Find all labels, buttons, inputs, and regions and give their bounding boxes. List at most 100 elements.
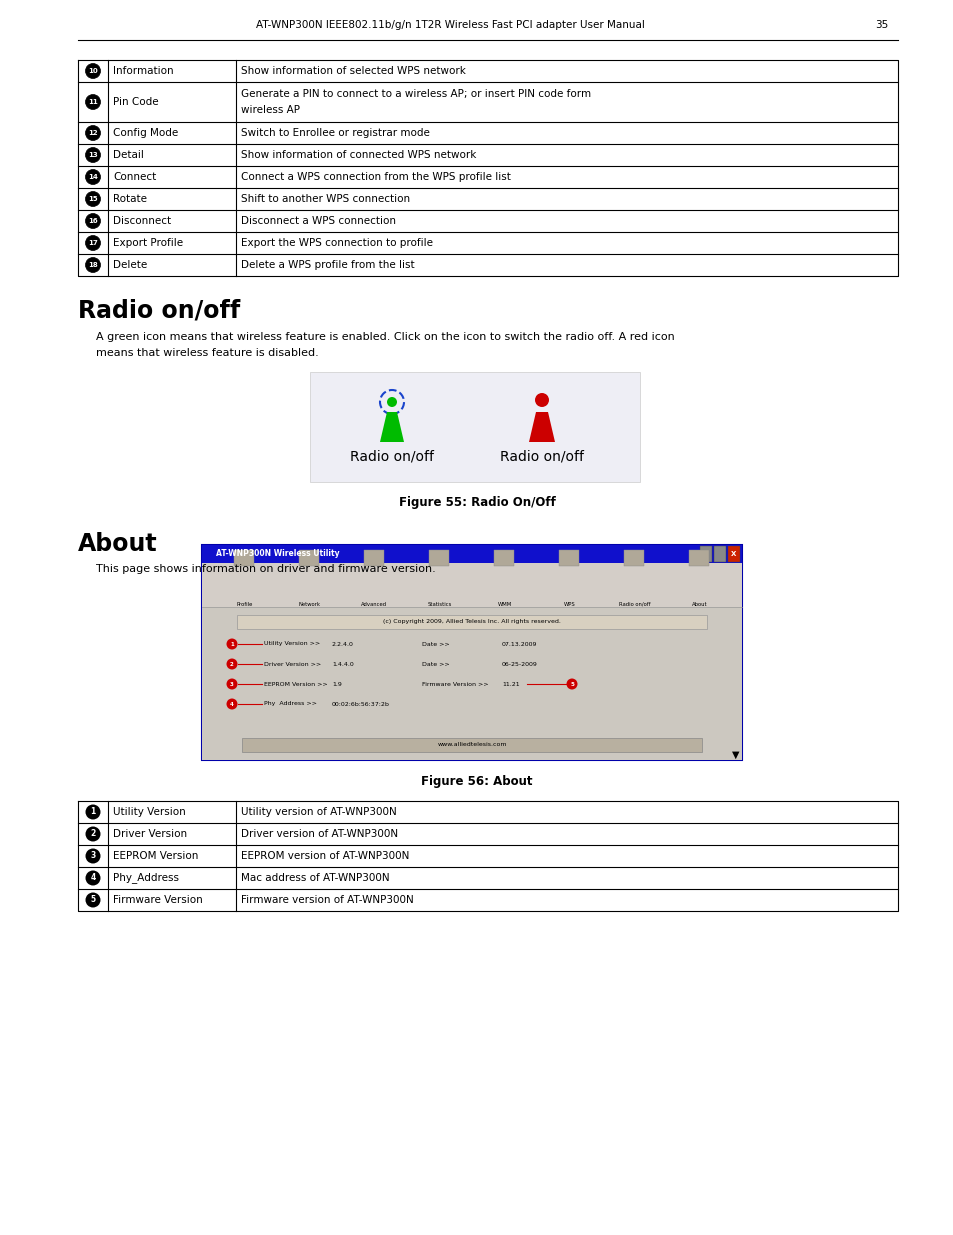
Bar	[242, 739, 701, 752]
Circle shape	[86, 893, 100, 908]
Circle shape	[86, 804, 100, 820]
Circle shape	[86, 126, 100, 141]
Text: Radio on/off: Radio on/off	[618, 601, 650, 606]
Circle shape	[86, 191, 100, 206]
Text: Firmware version of AT-WNP300N: Firmware version of AT-WNP300N	[241, 895, 414, 905]
Text: Radio on/off: Radio on/off	[350, 450, 434, 464]
Text: Utility version of AT-WNP300N: Utility version of AT-WNP300N	[241, 806, 396, 818]
Text: Phy  Address >>: Phy Address >>	[264, 701, 316, 706]
Text: Mac address of AT-WNP300N: Mac address of AT-WNP300N	[241, 873, 389, 883]
Text: 13: 13	[88, 152, 98, 158]
Text: Date >>: Date >>	[421, 662, 449, 667]
Text: 06-25-2009: 06-25-2009	[501, 662, 537, 667]
Text: Rotate: Rotate	[112, 194, 147, 204]
Circle shape	[226, 638, 237, 650]
Bar	[310, 372, 639, 482]
Text: Firmware Version: Firmware Version	[112, 895, 203, 905]
Bar	[364, 550, 384, 566]
Text: wireless AP: wireless AP	[241, 105, 299, 115]
Text: EEPROM version of AT-WNP300N: EEPROM version of AT-WNP300N	[241, 851, 409, 861]
Text: 4: 4	[91, 873, 95, 883]
Circle shape	[86, 214, 100, 228]
Bar	[202, 545, 741, 760]
Text: WPS: WPS	[563, 601, 575, 606]
Text: Detail: Detail	[112, 149, 144, 161]
Circle shape	[535, 393, 548, 408]
Text: Connect a WPS connection from the WPS profile list: Connect a WPS connection from the WPS pr…	[241, 172, 511, 182]
Text: Shift to another WPS connection: Shift to another WPS connection	[241, 194, 410, 204]
Text: Switch to Enrollee or registrar mode: Switch to Enrollee or registrar mode	[241, 128, 430, 138]
Text: Connect: Connect	[112, 172, 156, 182]
Text: Config Mode: Config Mode	[112, 128, 178, 138]
Circle shape	[86, 236, 100, 251]
Text: Export the WPS connection to profile: Export the WPS connection to profile	[241, 238, 433, 248]
Text: www.alliedtelesis.com: www.alliedtelesis.com	[436, 742, 506, 747]
Text: Show information of selected WPS network: Show information of selected WPS network	[241, 65, 465, 77]
Bar	[689, 550, 709, 566]
Circle shape	[86, 63, 100, 79]
Text: A green icon means that wireless feature is enabled. Click on the icon to switch: A green icon means that wireless feature…	[96, 332, 674, 342]
Text: This page shows information on driver and firmware version.: This page shows information on driver an…	[96, 564, 436, 574]
Text: Statistics: Statistics	[427, 601, 451, 606]
Bar	[713, 546, 725, 562]
Bar	[299, 550, 319, 566]
Text: Advanced: Advanced	[361, 601, 387, 606]
Text: Driver Version: Driver Version	[112, 829, 187, 839]
Text: Firmware Version >>: Firmware Version >>	[421, 682, 488, 687]
Text: About: About	[78, 532, 157, 556]
Circle shape	[226, 678, 237, 689]
Bar	[727, 546, 740, 562]
Text: ▼: ▼	[732, 750, 739, 760]
Text: 15: 15	[88, 196, 98, 203]
Text: AT-WNP300N IEEE802.11b/g/n 1T2R Wireless Fast PCI adapter User Manual: AT-WNP300N IEEE802.11b/g/n 1T2R Wireless…	[255, 20, 644, 30]
Text: 11.21: 11.21	[501, 682, 519, 687]
Bar	[429, 550, 449, 566]
Text: Figure 55: Radio On/Off: Figure 55: Radio On/Off	[398, 496, 555, 509]
Text: 10: 10	[88, 68, 98, 74]
Text: 5: 5	[570, 682, 574, 687]
Bar	[202, 563, 741, 606]
Text: Profile: Profile	[236, 601, 253, 606]
Text: 5: 5	[91, 895, 95, 904]
Text: Date >>: Date >>	[421, 641, 449, 646]
Bar	[700, 546, 711, 562]
Text: 07.13.2009: 07.13.2009	[501, 641, 537, 646]
Circle shape	[86, 169, 100, 184]
Text: 14: 14	[88, 174, 98, 180]
Text: Figure 56: About: Figure 56: About	[421, 776, 532, 788]
Bar	[624, 550, 644, 566]
Text: EEPROM Version >>: EEPROM Version >>	[264, 682, 327, 687]
Text: Driver Version >>: Driver Version >>	[264, 662, 321, 667]
Text: 4: 4	[230, 701, 233, 706]
Text: Driver version of AT-WNP300N: Driver version of AT-WNP300N	[241, 829, 397, 839]
Polygon shape	[529, 412, 555, 442]
Circle shape	[86, 871, 100, 885]
Bar	[236, 615, 706, 629]
Text: means that wireless feature is disabled.: means that wireless feature is disabled.	[96, 348, 318, 358]
Text: Information: Information	[112, 65, 173, 77]
Circle shape	[226, 699, 237, 709]
Text: AT-WNP300N Wireless Utility: AT-WNP300N Wireless Utility	[215, 550, 339, 558]
Text: EEPROM Version: EEPROM Version	[112, 851, 198, 861]
Text: 00:02:6b:56:37:2b: 00:02:6b:56:37:2b	[332, 701, 390, 706]
Text: 3: 3	[91, 851, 95, 861]
Text: 11: 11	[88, 99, 98, 105]
Text: (c) Copyright 2009, Allied Telesis Inc. All rights reserved.: (c) Copyright 2009, Allied Telesis Inc. …	[383, 620, 560, 625]
Text: Radio on/off: Radio on/off	[78, 298, 240, 322]
Bar	[202, 545, 741, 563]
Circle shape	[226, 658, 237, 669]
Bar	[202, 606, 741, 760]
Text: Pin Code: Pin Code	[112, 98, 158, 107]
Bar	[558, 550, 578, 566]
Circle shape	[387, 396, 396, 408]
Text: 1: 1	[91, 808, 95, 816]
Text: 2: 2	[230, 662, 233, 667]
Circle shape	[86, 258, 100, 273]
Text: 18: 18	[88, 262, 98, 268]
Text: 2.2.4.0: 2.2.4.0	[332, 641, 354, 646]
Text: 16: 16	[88, 219, 98, 224]
Circle shape	[86, 95, 100, 110]
Text: Show information of connected WPS network: Show information of connected WPS networ…	[241, 149, 476, 161]
Text: Network: Network	[298, 601, 320, 606]
Circle shape	[86, 826, 100, 841]
